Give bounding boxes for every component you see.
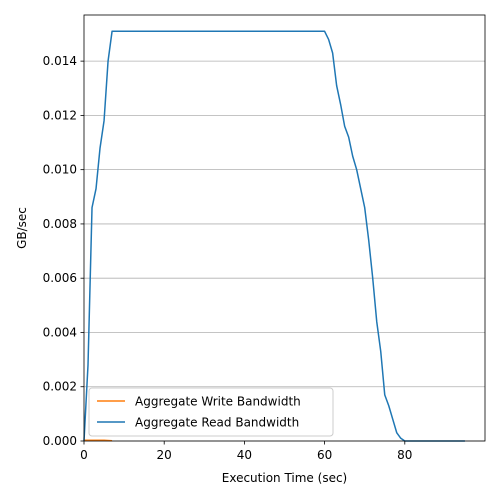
y-axis-label: GB/sec [15, 207, 29, 249]
y-tick-label: 0.010 [43, 163, 77, 177]
y-tick-label: 0.008 [43, 217, 77, 231]
plot-frame [83, 14, 486, 442]
aggregate-write-bandwidth-line [84, 439, 113, 442]
legend: Aggregate Write Bandwidth Aggregate Read … [88, 387, 334, 437]
x-tick-label: 80 [397, 448, 412, 462]
aggregate-read-bandwidth-line [83, 30, 465, 442]
axes [83, 14, 486, 442]
ticks: 0 20 40 60 80 0.000 0.002 0.004 0.006 0.008 0.010 0… [43, 54, 413, 462]
x-tick-label: 60 [317, 448, 332, 462]
x-axis-label: Execution Time (sec) [222, 471, 347, 485]
legend-label: Aggregate Write Bandwidth [135, 395, 301, 409]
y-tick-label: 0.002 [43, 380, 77, 394]
legend-label: Aggregate Read Bandwidth [135, 416, 299, 430]
series-lines [83, 30, 465, 442]
y-tick-label: 0.014 [43, 54, 77, 68]
x-tick-label: 0 [80, 448, 88, 462]
x-tick-label: 20 [157, 448, 172, 462]
y-tick-label: 0.000 [43, 434, 77, 448]
y-tick-label: 0.004 [43, 325, 77, 339]
grid-lines [84, 60, 485, 442]
legend-box [88, 387, 334, 437]
x-tick-label: 40 [237, 448, 252, 462]
y-tick-label: 0.012 [43, 108, 77, 122]
y-tick-label: 0.006 [43, 271, 77, 285]
